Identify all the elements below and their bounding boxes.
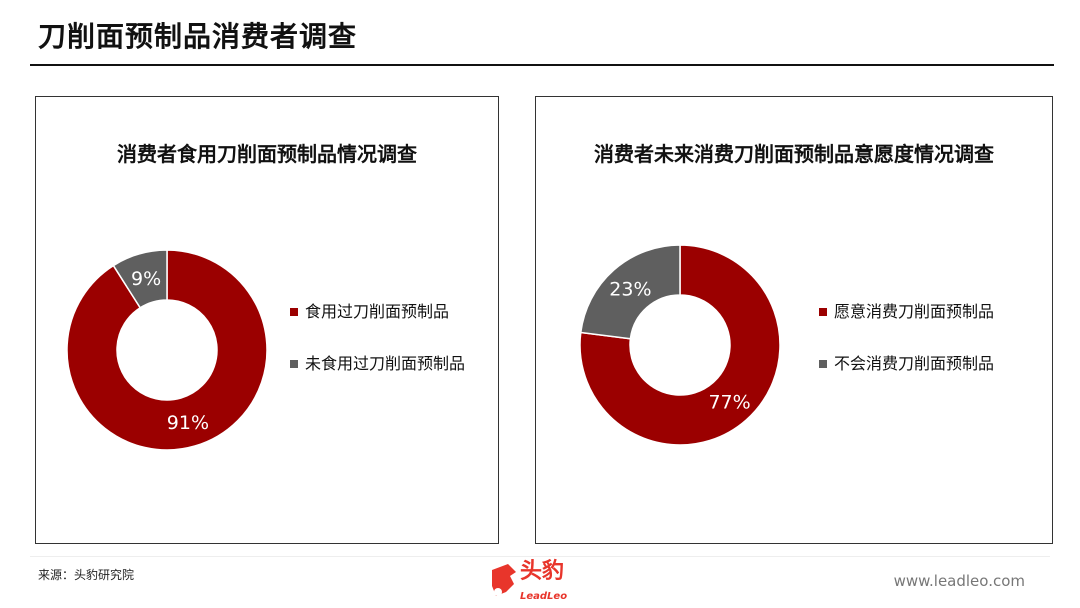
legend-label: 不会消费刀削面预制品 [834,354,995,373]
legend-item: 不会消费刀削面预制品 [819,351,994,377]
legend-label: 未食用过刀削面预制品 [305,354,466,373]
donut-chart: 77% 23% [579,244,781,446]
legend-swatch [290,360,298,368]
donut-slice [112,249,168,309]
source-note: 来源：头豹研究院 [38,568,135,582]
footer-divider [30,556,1050,557]
legend: 食用过刀削面预制品 未食用过刀削面预制品 [290,299,465,403]
data-label: 9% [131,268,161,290]
leopard-logo-icon [492,564,516,596]
legend-item: 食用过刀削面预制品 [290,299,465,325]
donut-slice [66,249,268,451]
chart-panel-consumption: 消费者食用刀削面预制品情况调查 91% 9% 食用过刀削面预制品 未食用过刀削面预… [35,96,499,544]
logo-text-en: LeadLeo [520,591,568,602]
chart-title: 消费者食用刀削面预制品情况调查 [117,142,417,166]
donut-slice [579,244,681,340]
data-label: 91% [167,412,209,434]
data-label: 23% [609,279,651,301]
legend-swatch [819,308,827,316]
legend-item: 愿意消费刀削面预制品 [819,299,994,325]
legend-label: 愿意消费刀削面预制品 [834,302,995,321]
donut-chart: 91% 9% [66,249,268,451]
legend-label: 食用过刀削面预制品 [305,302,450,321]
chart-panel-willingness: 消费者未来消费刀削面预制品意愿度情况调查 77% 23% 愿意消费刀削面预制品 不… [535,96,1053,544]
chart-title: 消费者未来消费刀削面预制品意愿度情况调查 [594,142,994,166]
legend-item: 未食用过刀削面预制品 [290,351,465,377]
logo-text-cn: 头豹 [520,559,565,584]
legend-swatch [290,308,298,316]
legend-swatch [819,360,827,368]
donut-slice [579,244,781,446]
page-title: 刀削面预制品消费者调查 [38,20,358,53]
title-divider [30,64,1054,66]
leadleo-logo: 头豹 LeadLeo [488,560,598,606]
data-label: 77% [708,391,750,413]
legend: 愿意消费刀削面预制品 不会消费刀削面预制品 [819,299,994,403]
website-link[interactable]: www.leadleo.com [893,572,1025,590]
